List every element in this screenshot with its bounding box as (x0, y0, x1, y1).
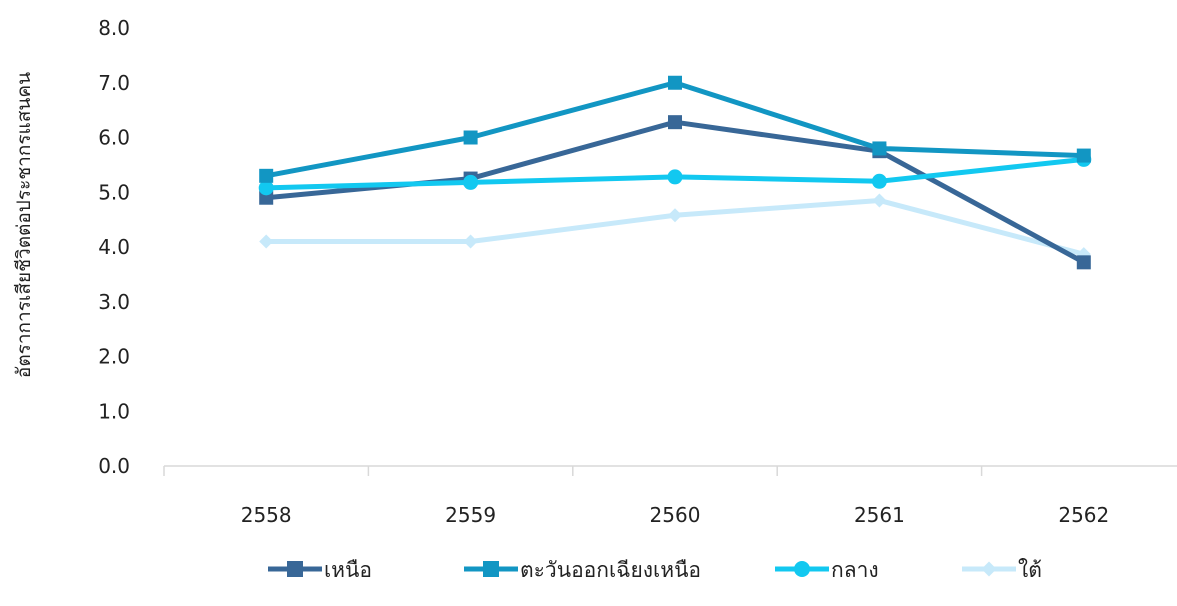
y-tick-label: 4.0 (98, 235, 130, 259)
y-tick-label: 6.0 (98, 126, 130, 150)
series-2-point (872, 141, 887, 156)
axes: 2558 2559 2560 2561 2562 0.0 1.0 2.0 3.0 4.0 5.0 6.… (98, 16, 1177, 527)
legend-swatch-marker (483, 561, 499, 577)
series-1-point (1076, 255, 1091, 270)
legend-item: ตะวันออกเฉียงเหนือ (464, 558, 701, 582)
x-tick-label: 2562 (1058, 503, 1109, 527)
series-2-line (263, 80, 1087, 179)
y-tick-label: 3.0 (98, 290, 130, 314)
y-tick-label: 2.0 (98, 345, 130, 369)
y-tick-label: 8.0 (98, 16, 130, 40)
series-4-point (463, 234, 478, 249)
series-1-point (668, 115, 682, 130)
legend-swatch-marker (287, 561, 303, 577)
series-2-point (259, 168, 274, 183)
series-4-point (872, 193, 887, 208)
y-tick-label: 7.0 (98, 71, 130, 95)
y-tick-label: 1.0 (98, 399, 130, 423)
y-tick-label: 5.0 (98, 180, 130, 204)
legend-label: กลาง (831, 558, 879, 582)
legend-label: ตะวันออกเฉียงเหนือ (520, 558, 701, 582)
legend-swatch-marker (981, 561, 997, 577)
legend-swatch-marker (794, 561, 810, 577)
x-tick-label: 2558 (241, 503, 292, 527)
x-tick-label: 2560 (650, 503, 701, 527)
y-tick-label: 0.0 (98, 454, 130, 478)
legend-item: ใต้ (962, 558, 1042, 582)
series-2-point (668, 75, 682, 90)
legend-label: เหนือ (324, 558, 372, 582)
series-2 (259, 75, 1091, 183)
legend-item: กลาง (775, 558, 879, 582)
y-axis-title: อัตราการเสียชีวิตต่อประชากรแสนคน (13, 72, 35, 378)
series-4 (259, 193, 1091, 262)
series-layer (258, 75, 1092, 270)
series-3-point (871, 173, 887, 189)
x-tick-label: 2561 (854, 503, 905, 527)
series-4-point (668, 208, 682, 223)
series-1 (259, 115, 1091, 270)
series-3-point (667, 169, 683, 185)
series-2-point (463, 130, 478, 145)
legend: เหนือ ตะวันออกเฉียงเหนือ กลาง ใต้ (268, 558, 1042, 582)
legend-item: เหนือ (268, 558, 372, 582)
series-3-point (463, 174, 479, 190)
x-tick-label: 2559 (445, 503, 496, 527)
legend-label: ใต้ (1018, 558, 1042, 582)
series-2-point (1076, 148, 1091, 163)
series-3-point (258, 180, 274, 196)
series-4-point (259, 234, 274, 249)
